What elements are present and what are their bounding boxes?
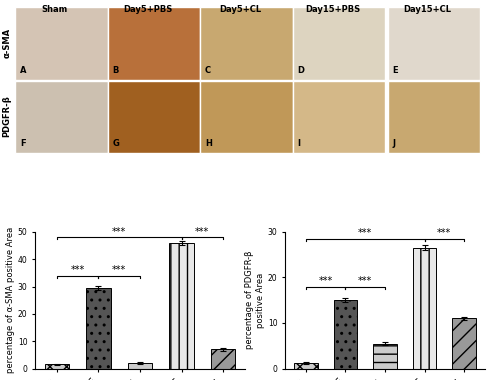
Text: Day5+CL: Day5+CL (219, 5, 261, 14)
Text: ***: *** (112, 226, 126, 237)
Bar (15, 81, 108, 153)
Text: B: B (112, 66, 119, 75)
Text: ***: *** (358, 228, 372, 238)
Text: Day15+PBS: Day15+PBS (305, 5, 360, 14)
Text: ***: *** (112, 265, 126, 275)
Text: PDGFR-β: PDGFR-β (2, 96, 12, 138)
Text: Day15+CL: Day15+CL (404, 5, 452, 14)
Text: α-SMA: α-SMA (2, 28, 12, 58)
Text: ***: *** (318, 276, 333, 286)
Text: Day5+PBS: Day5+PBS (123, 5, 172, 14)
Bar (15, 7, 108, 80)
Bar (334, 300, 357, 369)
Text: C: C (205, 66, 211, 75)
Text: E: E (392, 66, 398, 75)
Text: ***: *** (437, 228, 452, 238)
Text: D: D (298, 66, 304, 75)
Bar (452, 318, 476, 369)
Text: ***: *** (195, 226, 210, 237)
Text: Sham: Sham (42, 5, 68, 14)
Bar (128, 363, 152, 369)
Bar (86, 288, 111, 369)
Bar (108, 7, 200, 80)
Text: ***: *** (358, 276, 372, 286)
Text: G: G (112, 139, 119, 149)
Bar (294, 363, 318, 369)
Bar (412, 248, 436, 369)
Y-axis label: percentage of PDGFR-β
positive Area: percentage of PDGFR-β positive Area (246, 251, 265, 350)
Bar (210, 350, 236, 369)
Text: H: H (205, 139, 212, 149)
Bar (44, 364, 70, 369)
Text: I: I (298, 139, 300, 149)
Text: ***: *** (70, 265, 85, 275)
Bar (108, 81, 200, 153)
Bar (200, 81, 292, 153)
Bar (200, 7, 292, 80)
Bar (388, 81, 480, 153)
Bar (292, 81, 385, 153)
Y-axis label: percentage of α-SMA positive Area: percentage of α-SMA positive Area (6, 227, 15, 373)
Text: A: A (20, 66, 26, 75)
Bar (373, 344, 397, 369)
Text: J: J (392, 139, 396, 149)
Text: F: F (20, 139, 26, 149)
Bar (388, 7, 480, 80)
Bar (292, 7, 385, 80)
Bar (169, 243, 194, 369)
